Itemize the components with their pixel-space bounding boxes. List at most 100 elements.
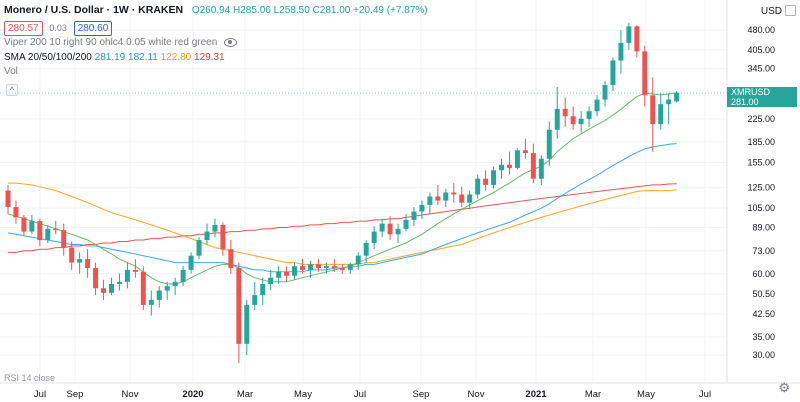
price-tick-label: 50.50 <box>752 289 775 299</box>
sma-legend[interactable]: SMA 20/50/100/200 281.19 182.11 122.80 1… <box>4 52 225 63</box>
currency-label[interactable]: USD <box>760 6 782 17</box>
candle-body <box>467 194 473 203</box>
symbol-title[interactable]: Monero / U.S. Dollar · 1W · KRAKEN <box>4 4 184 16</box>
candle-body <box>658 104 664 125</box>
volume-label: Vol <box>4 66 18 77</box>
candle-body <box>315 264 321 269</box>
candle-body <box>618 42 624 61</box>
price-tag-value: 281.00 <box>731 97 759 107</box>
price-tick-label: 225.00 <box>747 114 775 124</box>
time-tick-label: Mar <box>237 389 253 400</box>
sma-label: SMA 20/50/100/200 <box>4 52 92 63</box>
time-tick-label: May <box>637 389 655 400</box>
candle-body <box>602 85 608 100</box>
price-tick-label: 73.00 <box>752 246 775 256</box>
candle-body <box>180 269 186 282</box>
candle-body <box>586 111 592 119</box>
candle-body <box>101 288 107 293</box>
bid-button[interactable]: 280.57 <box>4 21 43 36</box>
candle-body <box>140 271 146 305</box>
lock-icon[interactable] <box>785 5 796 16</box>
candle-body <box>323 266 329 269</box>
candle-body <box>13 207 19 218</box>
candle-body <box>292 266 298 276</box>
price-tick-label: 345.00 <box>747 64 775 74</box>
candle-body <box>252 295 258 305</box>
candle-body <box>642 51 648 96</box>
candle-body <box>674 92 680 102</box>
spread-value: 0.03 <box>49 23 67 33</box>
quote-row: 280.57 0.03 280.60 <box>4 21 113 36</box>
candle-body <box>443 192 449 201</box>
chevron-up-icon[interactable]: ^ <box>6 84 18 96</box>
candle-body <box>363 242 369 256</box>
candle-body <box>514 150 520 168</box>
candle-body <box>379 223 385 232</box>
candle-body <box>355 255 361 265</box>
candle-body <box>594 99 600 112</box>
candle-body <box>124 269 130 282</box>
time-tick-label: Sep <box>67 389 84 400</box>
candle-body <box>371 231 377 243</box>
candle-body <box>300 266 306 270</box>
candle-body <box>132 269 138 272</box>
price-tick-label: 480.00 <box>747 25 775 35</box>
time-tick-label: Mar <box>585 389 601 400</box>
candle-body <box>93 268 99 289</box>
candle-body <box>475 178 481 195</box>
price-tick-label: 30.00 <box>752 350 775 360</box>
viper-indicator-legend[interactable]: Viper 200 10 right 90 ohlc4 0.05 white r… <box>4 37 238 48</box>
price-tag-symbol: XMRUSD <box>731 87 771 97</box>
candle-body <box>61 230 67 248</box>
gear-icon[interactable]: ⚙ <box>778 380 790 395</box>
candle-body <box>491 170 497 185</box>
moving-averages <box>7 92 677 285</box>
candle-body <box>331 266 337 269</box>
candle-body <box>499 164 505 171</box>
candle-body <box>546 129 552 159</box>
candle-body <box>29 221 35 232</box>
sma20-line <box>7 92 677 285</box>
candle-body <box>562 108 568 117</box>
candle-body <box>538 158 544 179</box>
candle-body <box>483 178 489 185</box>
time-tick-label: Jul <box>34 389 46 400</box>
candle-body <box>419 204 425 212</box>
candle-body <box>172 281 178 287</box>
price-tick-label: 105.00 <box>747 203 775 213</box>
viper-indicator-label: Viper 200 10 right 90 ohlc4 0.05 white r… <box>4 37 218 48</box>
candle-body <box>387 223 393 235</box>
candle-body <box>21 217 27 232</box>
candle-body <box>156 290 162 300</box>
candle-body <box>228 249 234 269</box>
candle-body <box>634 26 640 52</box>
candle-body <box>220 224 226 250</box>
candle-body <box>236 268 242 344</box>
candle-body <box>164 286 170 291</box>
price-tick-label: 125.00 <box>747 183 775 193</box>
candle-body <box>459 194 465 203</box>
candle-body <box>85 259 91 269</box>
rsi-collapsed-label[interactable]: RSI 14 close <box>4 373 56 383</box>
price-tick-label: 42.50 <box>752 309 775 319</box>
price-tick-label: 185.00 <box>747 137 775 147</box>
candle-body <box>307 264 313 270</box>
candle-body <box>212 224 218 232</box>
price-tick-label: 35.00 <box>752 332 775 342</box>
candle-body <box>148 299 154 305</box>
volume-legend[interactable]: Vol <box>4 66 18 77</box>
ask-button[interactable]: 280.60 <box>73 21 113 36</box>
candle-body <box>244 304 250 344</box>
candle-body <box>451 192 457 195</box>
time-tick-label: Sep <box>413 389 430 400</box>
candle-body <box>260 283 266 296</box>
time-tick-label: Nov <box>122 389 139 400</box>
candle-body <box>339 268 345 270</box>
candle-body <box>522 150 528 154</box>
candle-body <box>276 271 282 278</box>
candle-body <box>268 277 274 284</box>
eye-icon[interactable] <box>224 37 238 47</box>
candle-body <box>53 228 59 231</box>
candle-body <box>37 221 43 241</box>
